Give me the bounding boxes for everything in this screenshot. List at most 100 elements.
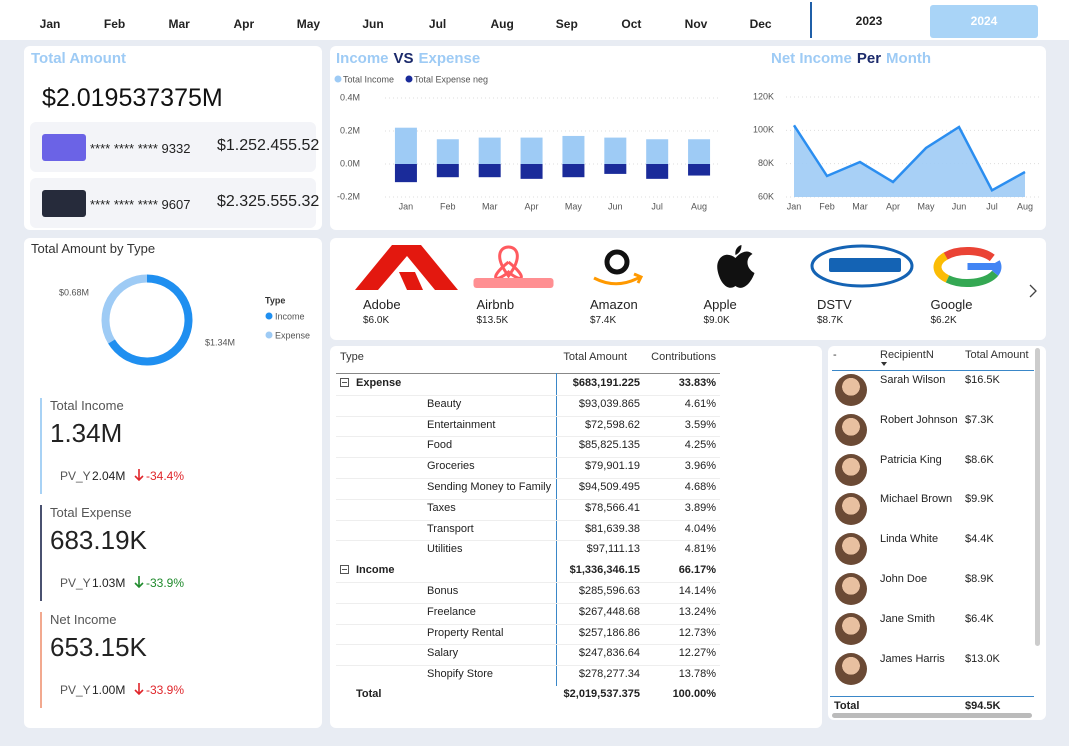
row-type: Groceries <box>427 460 475 473</box>
avatar <box>835 573 867 605</box>
recipient-amount: $8.9K <box>965 573 994 585</box>
row-type: Transport <box>427 522 474 535</box>
header-rule <box>336 373 720 374</box>
row-contribution: 12.73% <box>678 626 716 639</box>
total-amount: $94.5K <box>965 700 1001 712</box>
recipients-panel <box>828 346 1046 720</box>
title-part: Per <box>857 50 881 67</box>
kpi-value: 1.34M <box>50 418 123 448</box>
kpi-value: 683.19K <box>50 525 147 555</box>
recipient-name: James Harris <box>880 652 945 665</box>
logo <box>717 245 755 288</box>
merchant-amount: $6.2K <box>930 315 957 326</box>
row-contribution: 4.25% <box>684 439 716 452</box>
group-name: Income <box>356 564 395 577</box>
kpi-bar <box>40 612 42 708</box>
month-filter[interactable]: Jul <box>428 17 447 31</box>
month-filter[interactable]: Mar <box>168 17 190 31</box>
card-number: **** **** **** 9607 <box>90 197 191 212</box>
avatar <box>835 652 867 685</box>
row-contribution: 4.68% <box>684 481 716 493</box>
footer-rule <box>830 696 1034 697</box>
merchant-name: Airbnb <box>476 297 515 312</box>
kpi-value: 653.15K <box>50 632 147 662</box>
month-filter[interactable]: Dec <box>749 17 772 31</box>
row-contribution: 13.24% <box>678 605 716 618</box>
year-filter[interactable]: 2024 <box>930 5 1038 38</box>
month-filter[interactable]: May <box>296 17 321 31</box>
row-rule <box>336 498 720 500</box>
x-tick-label: Mar <box>852 201 868 211</box>
recipient-amount: $9.9K <box>965 493 994 506</box>
x-tick-label: Jul <box>651 201 663 211</box>
logo <box>473 278 554 288</box>
month-filter[interactable]: Oct <box>621 17 642 31</box>
bar <box>520 164 543 179</box>
month-filter[interactable]: Sep <box>555 17 578 31</box>
bar <box>436 164 459 178</box>
row-type: Bonus <box>427 585 459 597</box>
trend-arrow <box>134 576 144 588</box>
month-filter[interactable]: Aug <box>490 17 514 31</box>
logo <box>945 270 999 287</box>
year-filter[interactable]: 2023 <box>855 14 883 28</box>
bar <box>604 164 627 174</box>
col-rule <box>556 373 557 686</box>
row-type: Shopify Store <box>427 668 494 681</box>
category-table-panel <box>330 346 822 728</box>
row-amount: $278,277.34 <box>578 668 640 681</box>
y-tick-label: -0.2M <box>337 191 360 201</box>
y-tick-label: 0.2M <box>340 125 360 135</box>
recipient-amount: $16.5K <box>965 374 1000 386</box>
row-amount: $94,509.495 <box>578 481 640 493</box>
legend-marker <box>334 75 342 83</box>
month-filter[interactable]: Jan <box>39 17 61 31</box>
table-header: Contributions <box>651 351 716 363</box>
recipient-amount: $6.4K <box>965 612 994 625</box>
divider <box>810 2 812 38</box>
area-line <box>792 124 1026 193</box>
row-amount: $72,598.62 <box>584 418 640 431</box>
month-filter[interactable]: Feb <box>103 17 126 31</box>
next-arrow <box>1029 284 1037 298</box>
legend-marker <box>265 331 273 339</box>
x-tick-label: Aug <box>691 201 707 211</box>
row-contribution: 14.14% <box>678 585 716 597</box>
logo <box>355 245 458 290</box>
month-filter[interactable]: Jun <box>362 17 384 31</box>
x-tick-label: Jan <box>787 201 802 211</box>
kpi-pv-label: PV_Y <box>60 683 91 697</box>
kpi-title: Net Income <box>50 612 117 627</box>
x-tick-label: Apr <box>525 201 539 211</box>
x-tick-label: May <box>917 201 935 211</box>
row-amount: $285,596.63 <box>578 585 640 597</box>
month-filter[interactable]: Apr <box>233 17 255 31</box>
row-rule <box>336 644 720 646</box>
group-amount: $683,191.225 <box>572 377 640 389</box>
x-tick-label: Jul <box>986 201 998 211</box>
total-label: Total <box>834 700 860 712</box>
row-amount: $78,566.41 <box>584 501 640 514</box>
row-contribution: 3.96% <box>684 460 716 473</box>
x-tick-label: Apr <box>886 201 900 211</box>
table-header: Total Amount <box>965 349 1029 361</box>
expand-minus <box>342 569 347 571</box>
merchant-amount: $6.0K <box>363 315 390 326</box>
bar <box>688 139 711 164</box>
total-value: $2.019537375M <box>42 84 223 112</box>
y-tick-label: 0.4M <box>340 92 360 102</box>
row-rule <box>336 415 720 417</box>
month-filter[interactable]: Nov <box>684 17 708 31</box>
arrow-shape <box>134 469 144 481</box>
kpi-change: -33.9% <box>146 683 185 697</box>
row-contribution: 3.89% <box>684 501 716 514</box>
panel-title: Total Amount <box>31 50 126 67</box>
title-part: Month <box>886 50 931 67</box>
recipient-amount: $13.0K <box>965 652 1000 665</box>
bar <box>562 164 585 178</box>
legend-label: Expense <box>275 330 310 340</box>
scrollbar[interactable] <box>832 713 1032 718</box>
scrollbar[interactable] <box>1035 348 1040 646</box>
